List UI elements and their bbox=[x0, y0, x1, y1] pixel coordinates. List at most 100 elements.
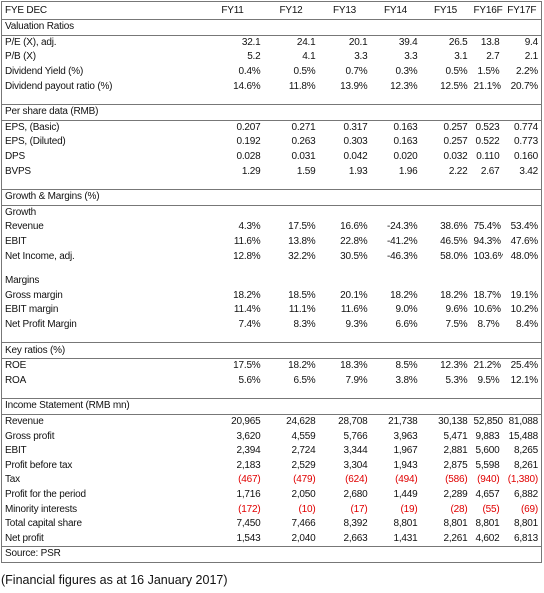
value-cell: 9.5% bbox=[477, 374, 500, 386]
value-cell: 21,738 bbox=[388, 415, 418, 427]
data-row: Net profit 1,543 2,040 2,663 1,431 2,261 4,602… bbox=[2, 531, 542, 546]
value-cell: 3.42 bbox=[519, 165, 538, 177]
data-row: Minority interests (172) (10) (17) (19) (28) (… bbox=[2, 502, 542, 517]
spacer bbox=[2, 264, 542, 274]
row-label: P/B (X) bbox=[5, 51, 36, 63]
spacer-row bbox=[2, 264, 542, 274]
value-cell: 30.5% bbox=[340, 250, 368, 262]
row-label: EBIT bbox=[5, 236, 27, 248]
value-cell: 7.4% bbox=[238, 318, 261, 330]
value-cell: 1,431 bbox=[393, 532, 418, 544]
value-cell: 9.4 bbox=[524, 36, 539, 48]
spacer-row bbox=[2, 179, 542, 190]
data-row: EPS, (Diluted) 0.192 0.263 0.303 0.163 0.257 0… bbox=[2, 135, 542, 150]
value-cell: 0.317 bbox=[343, 121, 368, 133]
value-cell: (17) bbox=[350, 503, 368, 515]
value-cell: 18.2% bbox=[390, 289, 418, 301]
row-label: Tax bbox=[5, 474, 20, 486]
value-cell: 1,716 bbox=[236, 488, 261, 500]
row-label: Net Income, adj. bbox=[5, 250, 75, 262]
value-cell: 8.5% bbox=[395, 360, 418, 372]
row-label: Dividend Yield (%) bbox=[5, 66, 84, 78]
row-label: ROE bbox=[5, 360, 27, 372]
value-cell: 17.5% bbox=[288, 221, 316, 233]
value-cell: 11.8% bbox=[288, 80, 316, 92]
value-cell: 9.3% bbox=[345, 318, 368, 330]
value-cell: 26.5 bbox=[448, 36, 468, 48]
data-row: EPS, (Basic) 0.207 0.271 0.317 0.163 0.257 0.5… bbox=[2, 120, 542, 135]
data-row: Tax (467) (479) (624) (494) (586) (940) (1,380) bbox=[2, 473, 542, 488]
value-cell: 4,602 bbox=[475, 532, 500, 544]
value-cell: -24.3% bbox=[387, 221, 418, 233]
value-cell: 5.6% bbox=[238, 374, 261, 386]
value-cell: 2,881 bbox=[443, 445, 468, 457]
value-cell: 32.1 bbox=[241, 36, 261, 48]
section-row: Per share data (RMB) bbox=[1, 103, 542, 121]
caption: (Financial figures as at 16 January 2017… bbox=[1, 573, 228, 587]
value-cell: 1.5% bbox=[477, 66, 500, 78]
value-cell: 20,965 bbox=[231, 415, 261, 427]
column-header: FY12 bbox=[263, 1, 319, 20]
value-cell: 1,543 bbox=[236, 532, 261, 544]
value-cell: (586) bbox=[445, 474, 468, 486]
value-cell: 13.8% bbox=[288, 236, 316, 248]
value-cell: 18.3% bbox=[340, 360, 368, 372]
value-cell: 7.5% bbox=[445, 318, 468, 330]
value-cell: 10.2% bbox=[510, 304, 539, 316]
group-title: Margins bbox=[5, 275, 40, 287]
value-cell: 1,943 bbox=[393, 459, 418, 471]
value-cell: 0.523 bbox=[475, 121, 500, 133]
value-cell: 2,183 bbox=[236, 459, 261, 471]
data-row: EBIT 2,394 2,724 3,344 1,967 2,881 5,600 8,265 bbox=[2, 444, 542, 459]
value-cell: 12.1% bbox=[510, 374, 539, 386]
value-cell: 2,050 bbox=[291, 488, 316, 500]
value-cell: 8,801 bbox=[393, 518, 418, 530]
value-cell: 17.5% bbox=[233, 360, 261, 372]
value-cell: 4.1 bbox=[302, 51, 316, 63]
value-cell: 1,449 bbox=[393, 488, 418, 500]
row-label: ROA bbox=[5, 374, 27, 386]
value-cell: 103.6% bbox=[473, 250, 503, 262]
header-label: FYE DEC bbox=[1, 1, 202, 20]
row-label: EBIT bbox=[5, 445, 27, 457]
value-cell: 9.0% bbox=[395, 304, 418, 316]
value-cell: (19) bbox=[400, 503, 418, 515]
value-cell: 2.22 bbox=[448, 165, 468, 177]
value-cell: 2.67 bbox=[480, 165, 500, 177]
value-cell: 0.773 bbox=[513, 136, 538, 148]
section-title: Income Statement (RMB mn) bbox=[1, 398, 542, 415]
value-cell: 0.7% bbox=[345, 66, 368, 78]
value-cell: 18.5% bbox=[288, 289, 316, 301]
value-cell: 0.5% bbox=[293, 66, 316, 78]
spacer-row bbox=[2, 332, 542, 343]
value-cell: 46.5% bbox=[440, 236, 468, 248]
row-label: Gross profit bbox=[5, 430, 55, 442]
value-cell: 25.4% bbox=[510, 360, 539, 372]
source: Source: PSR bbox=[1, 546, 542, 563]
spacer bbox=[2, 179, 542, 190]
column-header: FY17F bbox=[502, 1, 542, 20]
value-cell: 16.6% bbox=[340, 221, 368, 233]
value-cell: 52,850 bbox=[473, 415, 503, 427]
row-label: Net profit bbox=[5, 532, 44, 544]
value-cell: 0.160 bbox=[513, 151, 538, 163]
row-label: Profit for the period bbox=[5, 488, 86, 500]
value-cell: 0.207 bbox=[236, 121, 261, 133]
row-label: Revenue bbox=[5, 415, 44, 427]
group-title: Growth bbox=[5, 206, 37, 218]
value-cell: 12.3% bbox=[390, 80, 418, 92]
value-cell: 11.1% bbox=[288, 304, 316, 316]
value-cell: 7,466 bbox=[291, 518, 316, 530]
value-cell: 32.2% bbox=[288, 250, 316, 262]
value-cell: 1.93 bbox=[348, 165, 368, 177]
value-cell: 0.5% bbox=[445, 66, 468, 78]
value-cell: 0.163 bbox=[393, 121, 418, 133]
data-row: P/E (X), adj. 32.1 24.1 20.1 39.4 26.5 13.8 9.4 bbox=[2, 35, 542, 50]
value-cell: 5,766 bbox=[343, 430, 368, 442]
value-cell: 94.3% bbox=[473, 236, 502, 248]
value-cell: 0.3% bbox=[395, 66, 418, 78]
data-row: ROA 5.6% 6.5% 7.9% 3.8% 5.3% 9.5% 12.1% bbox=[2, 373, 542, 388]
column-header: FY15 bbox=[420, 1, 471, 20]
value-cell: 22.8% bbox=[340, 236, 368, 248]
value-cell: 2,529 bbox=[291, 459, 316, 471]
